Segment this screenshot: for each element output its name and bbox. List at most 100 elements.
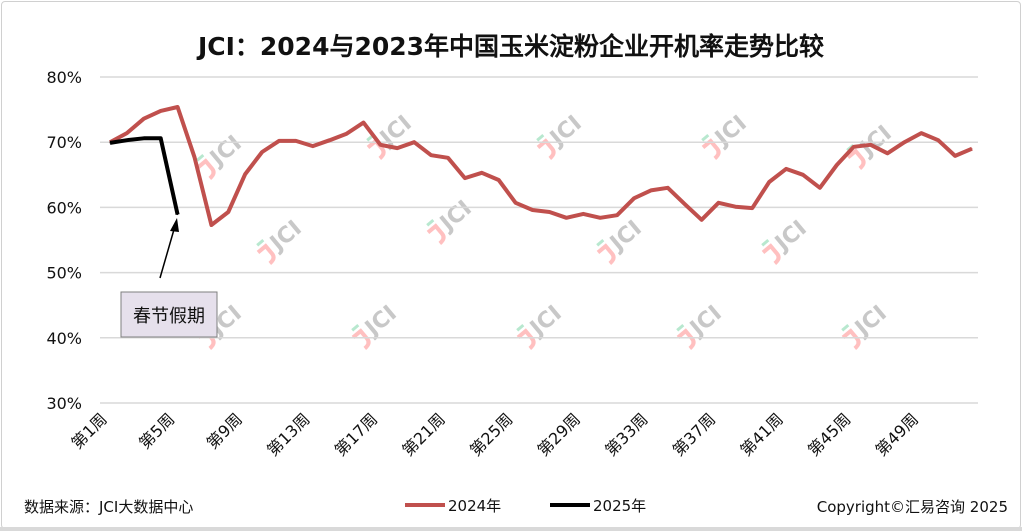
arrow-head-icon — [170, 218, 179, 232]
series-lines — [109, 105, 973, 227]
data-point — [278, 140, 280, 142]
data-point — [160, 110, 162, 112]
x-tick-label: 第37周 — [669, 409, 719, 459]
x-tick-label: 第5周 — [135, 409, 178, 452]
watermark-logo-icon — [366, 138, 386, 160]
watermark-logo-icon — [196, 328, 216, 350]
data-point — [379, 144, 381, 146]
data-point — [599, 217, 601, 219]
data-point — [734, 206, 736, 208]
y-axis-ticks: 30% 40% 50% 60% 70% 80% — [46, 68, 82, 413]
x-axis-ticks: 第1周 第5周 第9周 第13周 第17周 第21周 第25周 第29周 第33周 第37周 第41… — [68, 409, 923, 459]
x-tick-label: 第25周 — [466, 409, 516, 459]
data-point — [143, 118, 145, 120]
watermark: JCI — [426, 196, 477, 245]
watermark-logo-icon — [196, 154, 205, 162]
legend-label-2024: 2024年 — [448, 497, 501, 515]
watermark-logo-icon — [596, 243, 616, 265]
data-point — [548, 211, 550, 213]
watermark-logo-icon — [351, 328, 371, 350]
data-point — [210, 224, 212, 226]
data-point — [481, 172, 483, 174]
data-point — [532, 209, 534, 211]
watermark-logo-icon — [426, 223, 446, 245]
watermark-logo-icon — [256, 239, 265, 247]
data-point — [464, 177, 466, 179]
data-point — [346, 133, 348, 135]
annotation-label: 春节假期 — [133, 306, 205, 327]
data-point — [227, 211, 229, 213]
y-tick-label: 40% — [46, 329, 82, 348]
chart-title: JCI：2024与2023年中国玉米淀粉企业开机率走势比较 — [196, 32, 824, 61]
watermark-logo-icon — [841, 324, 850, 332]
data-point — [295, 140, 297, 142]
data-point — [954, 155, 956, 157]
data-point — [650, 189, 652, 191]
annotation-arrow-line — [159, 225, 176, 279]
data-point — [684, 203, 686, 205]
data-point — [853, 146, 855, 148]
x-tick-label: 第29周 — [534, 409, 584, 459]
watermark-logo-icon — [351, 324, 360, 332]
data-point — [717, 202, 719, 204]
data-point — [937, 139, 939, 141]
data-point — [920, 132, 922, 134]
data-point — [126, 139, 128, 141]
data-point — [616, 214, 618, 216]
y-tick-label: 50% — [46, 264, 82, 283]
data-point — [126, 132, 128, 134]
watermark-logo-icon — [426, 219, 435, 227]
data-point — [515, 202, 517, 204]
data-point — [667, 187, 669, 189]
x-tick-label: 第41周 — [736, 409, 786, 459]
bottom-band — [0, 527, 1022, 531]
data-point — [177, 106, 179, 108]
legend-label-2025: 2025年 — [593, 497, 646, 515]
watermark-logo-icon — [516, 324, 525, 332]
data-point — [785, 168, 787, 170]
gridlines — [100, 76, 978, 404]
y-tick-label: 60% — [46, 198, 82, 217]
watermark-logo-icon — [846, 148, 866, 170]
data-point — [836, 164, 838, 166]
watermark: JCI — [841, 301, 892, 350]
watermark-logo-icon — [841, 328, 861, 350]
data-point — [329, 139, 331, 141]
data-point — [633, 197, 635, 199]
watermark-logo-icon — [536, 138, 556, 160]
data-point — [565, 217, 567, 219]
watermark-logo-icon — [676, 324, 685, 332]
data-point — [903, 141, 905, 143]
x-tick-label: 第1周 — [68, 409, 111, 452]
watermark: JCI — [596, 216, 647, 265]
annotation: 春节假期 — [120, 218, 218, 338]
watermark: JCI — [676, 301, 727, 350]
data-point — [312, 145, 314, 147]
watermark: JCI — [536, 111, 587, 160]
data-point — [109, 142, 111, 144]
watermark: JCI — [701, 111, 752, 160]
x-tick-label: 第45周 — [804, 409, 854, 459]
data-point — [498, 179, 500, 181]
watermark: JCI — [761, 216, 812, 265]
data-point — [768, 181, 770, 183]
watermark-logo-icon — [256, 243, 276, 265]
watermark: JCI — [351, 301, 402, 350]
watermark-logo-icon — [516, 328, 536, 350]
x-tick-label: 第17周 — [331, 409, 381, 459]
data-point — [751, 207, 753, 209]
x-tick-label: 第13周 — [263, 409, 313, 459]
data-point — [819, 187, 821, 189]
copyright: Copyright©汇易咨询 2025 — [817, 498, 1008, 516]
data-point — [396, 147, 398, 149]
data-point — [160, 137, 162, 139]
data-point — [194, 156, 196, 158]
watermark-logo-icon — [761, 243, 781, 265]
data-point — [870, 144, 872, 146]
y-tick-label: 70% — [46, 133, 82, 152]
data-point — [177, 214, 179, 216]
watermark: JCI — [516, 301, 567, 350]
data-point — [447, 157, 449, 159]
